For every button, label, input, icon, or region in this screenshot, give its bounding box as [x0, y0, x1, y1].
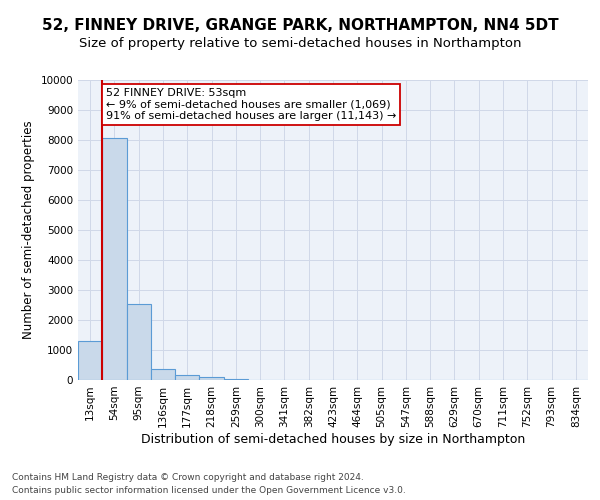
Text: 52, FINNEY DRIVE, GRANGE PARK, NORTHAMPTON, NN4 5DT: 52, FINNEY DRIVE, GRANGE PARK, NORTHAMPT… [41, 18, 559, 32]
Bar [102, 138, 127, 380]
Bar [224, 379, 248, 380]
Bar [127, 304, 151, 380]
Bar [78, 341, 102, 380]
Bar [199, 377, 224, 380]
Y-axis label: Number of semi-detached properties: Number of semi-detached properties [22, 120, 35, 340]
Text: Contains HM Land Registry data © Crown copyright and database right 2024.: Contains HM Land Registry data © Crown c… [12, 472, 364, 482]
Text: Distribution of semi-detached houses by size in Northampton: Distribution of semi-detached houses by … [141, 432, 525, 446]
Bar [151, 368, 175, 380]
Text: 52 FINNEY DRIVE: 53sqm
← 9% of semi-detached houses are smaller (1,069)
91% of s: 52 FINNEY DRIVE: 53sqm ← 9% of semi-deta… [106, 88, 397, 120]
Text: Contains public sector information licensed under the Open Government Licence v3: Contains public sector information licen… [12, 486, 406, 495]
Bar [175, 376, 199, 380]
Text: Size of property relative to semi-detached houses in Northampton: Size of property relative to semi-detach… [79, 38, 521, 51]
